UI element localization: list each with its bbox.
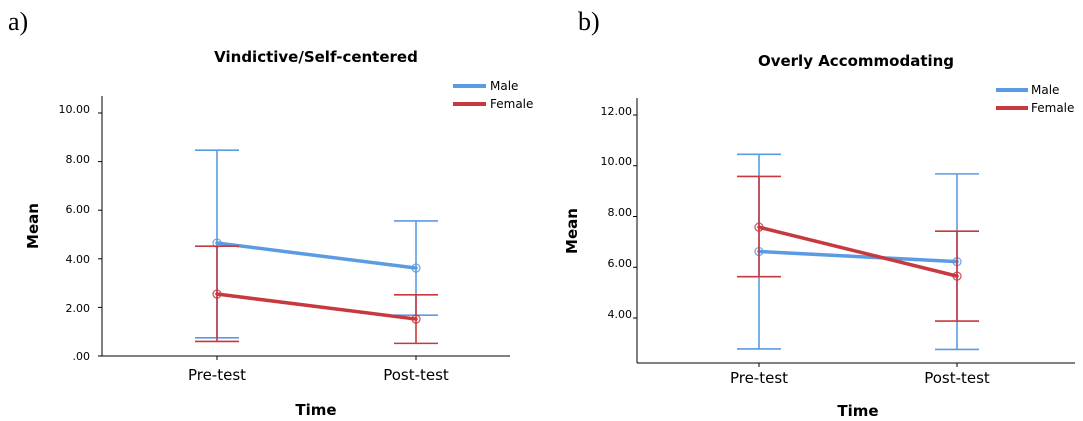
chart-b-point-female	[952, 271, 962, 281]
chart-a-y-axis-title: Mean	[24, 203, 42, 249]
chart-b-title: Overly Accommodating	[758, 52, 954, 70]
chart-b-legend: Male Female	[996, 83, 1074, 115]
chart-b-ytick-label: 10.00	[601, 155, 633, 168]
chart-a-x-axis-title: Time	[295, 401, 336, 419]
chart-a-legend-label-female: Female	[490, 97, 533, 111]
chart-a-point-female	[212, 289, 222, 299]
chart-b-series-line-male	[757, 249, 959, 264]
chart-b-x-axis-title: Time	[837, 402, 878, 420]
chart-a-point-male	[411, 263, 421, 273]
chart-b-y-ticks: 4.00 6.00 8.00 10.00 12.00	[601, 105, 633, 321]
chart-b-plot	[633, 114, 979, 367]
chart-a-point-female	[411, 314, 421, 324]
chart-a-legend: Male Female	[453, 79, 533, 111]
chart-b-ytick-label: 12.00	[601, 105, 633, 118]
chart-a-y-ticks: .00 2.00 4.00 6.00 8.00 10.00	[59, 103, 91, 363]
chart-a-ytick-label: 2.00	[66, 302, 91, 315]
chart-b-ytick-label: 4.00	[608, 308, 633, 321]
chart-a-panel-label: a)	[8, 7, 28, 36]
chart-b-ytick-label: 8.00	[608, 206, 633, 219]
chart-a-xtick-label: Pre-test	[188, 366, 246, 384]
chart-b-ytick-label: 6.00	[608, 257, 633, 270]
chart-b: b) Overly Accommodating Male Female 4.00…	[563, 7, 1075, 420]
chart-a: a) Vindictive/Self-centered Male Female …	[8, 7, 533, 419]
chart-a-xtick-label: Post-test	[383, 366, 449, 384]
chart-a-series-line-female	[215, 292, 418, 321]
chart-b-legend-label-male: Male	[1031, 83, 1059, 97]
chart-a-ytick-label: 6.00	[66, 203, 91, 216]
chart-a-series-line-male	[215, 241, 418, 270]
chart-a-legend-label-male: Male	[490, 79, 518, 93]
chart-b-xtick-label: Post-test	[924, 369, 990, 387]
chart-a-ytick-label: .00	[73, 350, 91, 363]
chart-a-ytick-label: 8.00	[66, 153, 91, 166]
chart-a-ytick-label: 10.00	[59, 103, 91, 116]
chart-a-plot	[98, 112, 438, 360]
chart-a-title: Vindictive/Self-centered	[214, 48, 418, 66]
chart-b-series-line-female	[757, 225, 959, 278]
chart-b-y-axis-title: Mean	[563, 208, 581, 254]
chart-b-point-female	[754, 222, 764, 232]
chart-b-xtick-label: Pre-test	[730, 369, 788, 387]
chart-a-ytick-label: 4.00	[66, 253, 91, 266]
chart-b-panel-label: b)	[578, 7, 600, 36]
chart-b-legend-label-female: Female	[1031, 101, 1074, 115]
